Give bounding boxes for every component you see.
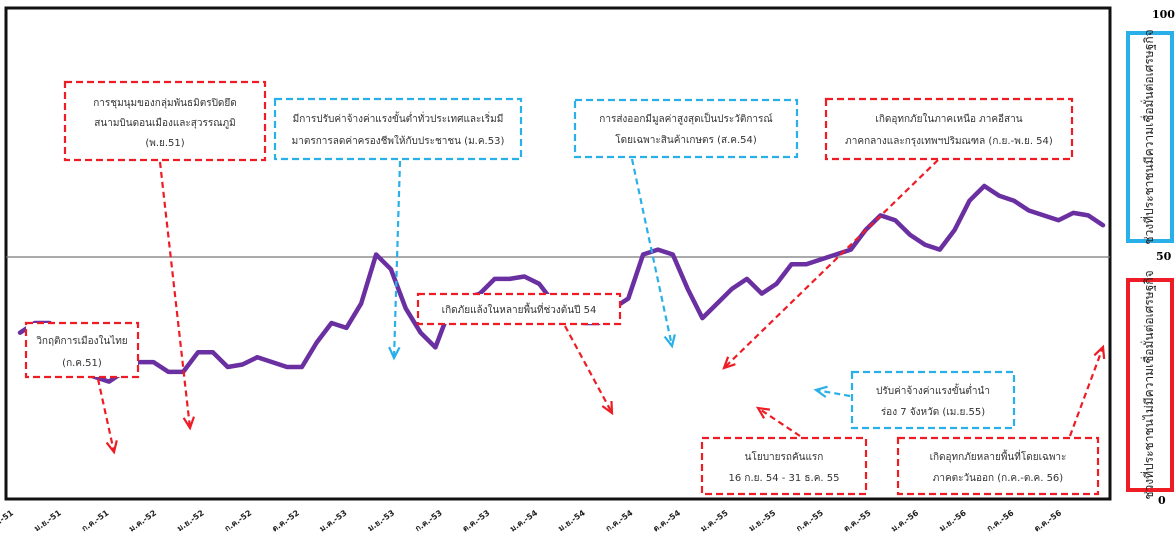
x-tick-label: ก.ค.-53 (414, 508, 444, 533)
annotation-box (63, 80, 267, 162)
annotation-box (416, 292, 622, 326)
x-tick-label: ม.ค.-55 (699, 508, 730, 533)
x-tick-label: ต.ค.-54 (651, 508, 682, 533)
annotation-arrow (564, 325, 613, 414)
annotation-line: มีการปรับค่าจ้างค่าแรงขั้นต่ำทั่วประเทศแ… (293, 111, 504, 125)
x-tick-label: ม.ย.-55 (747, 508, 777, 533)
annotation-line: การส่งออกมีมูลค่าสูงสุดเป็นประวัติการณ์ (599, 111, 772, 125)
annotation-box (824, 97, 1074, 161)
annotation-box (24, 321, 140, 379)
x-tick-label: ต.ค.-53 (461, 508, 492, 533)
annotation-arrow (757, 407, 801, 437)
x-tick-label: ม.ย.-53 (366, 508, 396, 533)
annotation-arrowhead (663, 334, 676, 349)
x-tick-label: ก.ค.-54 (604, 508, 635, 533)
annotation-line: การชุมนุมของกลุ่มพันธมิตรปิดยึด (93, 97, 237, 109)
x-tick-label: ม.ย.-51 (33, 508, 63, 533)
x-tick-label: ม.ย.-56 (938, 508, 968, 533)
annotation-line: (พ.ย.51) (145, 138, 184, 149)
annotation-arrowhead (755, 406, 771, 419)
annotation-line: สนามบินดอนเมืองและสุวรรณภูมิ (94, 117, 235, 129)
annotation-box (273, 97, 523, 161)
annotation-line: (ก.ค.51) (62, 358, 102, 369)
annotation-line: 16 ก.ย. 54 - 31 ธ.ค. 55 (728, 473, 839, 484)
annotation-line: เกิดอุทกภัยหลายพื้นที่โดยเฉพาะ (930, 449, 1067, 463)
annotation-line: มาตรการลดค่าครองชีพให้กับประชาชน (ม.ค.53… (292, 135, 505, 147)
annotation-arrowhead (388, 346, 401, 361)
annotation-first-car: นโยบายรถคันแรก 16 ก.ย. 54 - 31 ธ.ค. 55 (700, 436, 868, 496)
annotation-line: เกิดภัยแล้งในหลายพื้นที่ช่วงต้นปี 54 (442, 302, 597, 316)
annotation-arrowhead (105, 440, 118, 455)
annotation-arrowhead (182, 416, 196, 431)
annotation-arrowhead (813, 385, 828, 398)
x-tick-label: ก.ค.-56 (985, 508, 1016, 533)
annotation-arrow (1068, 346, 1105, 437)
annotation-line: ภาคตะวันออก (ก.ค.-ต.ค. 56) (933, 473, 1064, 484)
x-tick-label: ก.ค.-55 (795, 508, 826, 533)
annotation-flood-54: เกิดอุทกภัยในภาคเหนือ ภาคอีสาน ภาคกลางแล… (824, 97, 1074, 161)
y-tick-50: 50 (1156, 250, 1172, 263)
annotation-box (573, 98, 799, 159)
x-axis-ticks: ก.ค.-51 ม.ย.-51 ก.ค.-51 ม.ค.-52 ม.ย.-52 ก.ค.-… (0, 508, 1064, 533)
annotation-line: โดยเฉพาะสินค้าเกษตร (ส.ค.54) (615, 133, 757, 146)
annotation-arrow (392, 160, 402, 359)
annotation-line: วิกฤติการเมืองในไทย (36, 335, 128, 347)
annotation-box (896, 436, 1100, 496)
x-tick-label: ม.ค.-53 (318, 508, 349, 533)
annotation-arrow (158, 161, 192, 429)
x-tick-label: ม.ค.-52 (127, 508, 158, 533)
annotation-min-wage: มีการปรับค่าจ้างค่าแรงขั้นต่ำทั่วประเทศแ… (273, 97, 523, 161)
x-tick-label: ต.ค.-56 (1033, 508, 1064, 533)
confident-band-label: ช่วงที่ประชาชนมีความเชื่อมั่นต่อเศรษฐกิจ (1140, 29, 1156, 244)
unconfident-band-box (1126, 278, 1174, 492)
annotation-box (850, 370, 1016, 430)
annotation-line: นโยบายรถคันแรก (745, 450, 824, 463)
x-tick-label: ต.ค.-55 (842, 508, 873, 533)
y-tick-0: 0 (1158, 494, 1166, 507)
annotation-political-crisis: วิกฤติการเมืองในไทย (ก.ค.51) (24, 321, 140, 379)
annotation-arrow (96, 378, 116, 453)
x-tick-label: ก.ค.-51 (80, 508, 111, 533)
x-tick-label: ม.ค.-56 (890, 508, 921, 533)
annotation-box (700, 436, 868, 496)
annotation-arrowhead (722, 356, 736, 370)
annotation-rally: การชุมนุมของกลุ่มพันธมิตรปิดยึด สนามบินด… (63, 80, 267, 162)
annotation-line: ปรับค่าจ้างค่าแรงขั้นต่ำนำ (876, 383, 990, 397)
x-tick-label: ม.ค.-54 (508, 508, 539, 533)
x-tick-label: ก.ค.-52 (223, 508, 253, 533)
annotation-arrowhead (601, 400, 614, 416)
annotation-flood-56: เกิดอุทกภัยหลายพื้นที่โดยเฉพาะ ภาคตะวันอ… (896, 436, 1100, 496)
confident-band-box (1126, 31, 1174, 243)
annotation-exports: การส่งออกมีมูลค่าสูงสุดเป็นประวัติการณ์ … (573, 98, 799, 159)
x-tick-label: ต.ค.-52 (270, 508, 301, 533)
annotation-arrow (815, 388, 851, 398)
x-tick-label: ม.ย.-54 (557, 508, 587, 533)
y-tick-100: 100 (1152, 8, 1175, 21)
annotation-min-wage-7: ปรับค่าจ้างค่าแรงขั้นต่ำนำ ร่อง 7 จังหวั… (850, 370, 1016, 430)
x-tick-label: ก.ค.-51 (0, 508, 15, 533)
annotation-arrow (630, 158, 674, 347)
annotation-line: ร่อง 7 จังหวัด (เม.ย.55) (881, 407, 985, 418)
x-tick-label: ม.ย.-52 (176, 508, 206, 533)
annotation-line: เกิดอุทกภัยในภาคเหนือ ภาคอีสาน (875, 113, 1022, 125)
annotation-arrows (96, 158, 1106, 455)
annotation-line: ภาคกลางและกรุงเทพฯปริมณฑล (ก.ย.-พ.ย. 54) (845, 136, 1053, 147)
annotation-drought: เกิดภัยแล้งในหลายพื้นที่ช่วงต้นปี 54 (416, 292, 622, 326)
annotation-arrow (723, 159, 939, 369)
unconfident-band-label: ช่วงที่ประชาชนไม่มีความเชื่อมั่นต่อเศรษฐ… (1140, 270, 1156, 499)
plot-frame (4, 6, 1112, 501)
annotation-arrowhead (1093, 344, 1106, 360)
